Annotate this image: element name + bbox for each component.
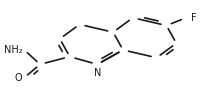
Text: F: F	[191, 13, 197, 23]
Text: N: N	[94, 68, 101, 78]
Text: O: O	[15, 73, 22, 83]
Text: NH₂: NH₂	[4, 45, 22, 55]
